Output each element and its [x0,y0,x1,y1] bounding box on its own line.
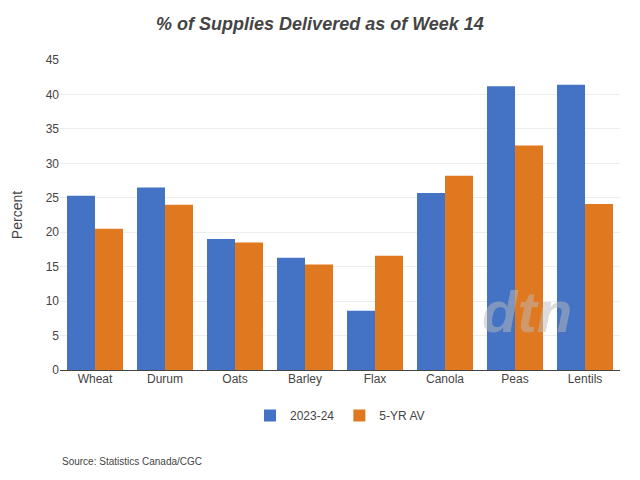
svg-text:30: 30 [46,157,60,171]
svg-text:Durum: Durum [147,372,183,386]
svg-text:Canola: Canola [426,372,464,386]
svg-text:0: 0 [52,363,59,377]
svg-text:% of Supplies Delivered as of: % of Supplies Delivered as of Week 14 [156,14,484,34]
svg-text:Wheat: Wheat [78,372,113,386]
svg-text:45: 45 [46,53,60,67]
svg-text:40: 40 [46,88,60,102]
svg-text:Barley: Barley [288,372,322,386]
svg-text:Oats: Oats [222,372,247,386]
svg-text:35: 35 [46,122,60,136]
svg-text:2023-24: 2023-24 [290,409,334,423]
svg-text:10: 10 [46,294,60,308]
svg-text:Source: Statistics Canada/CGC: Source: Statistics Canada/CGC [62,456,202,467]
svg-text:Percent: Percent [9,191,25,239]
svg-text:5-YR AV: 5-YR AV [379,409,424,423]
svg-text:5: 5 [52,329,59,343]
svg-text:Flax: Flax [364,372,387,386]
svg-text:20: 20 [46,225,60,239]
svg-text:dtn: dtn [482,279,572,344]
svg-text:Lentils: Lentils [568,372,603,386]
svg-text:15: 15 [46,260,60,274]
svg-text:25: 25 [46,191,60,205]
svg-text:Peas: Peas [501,372,528,386]
